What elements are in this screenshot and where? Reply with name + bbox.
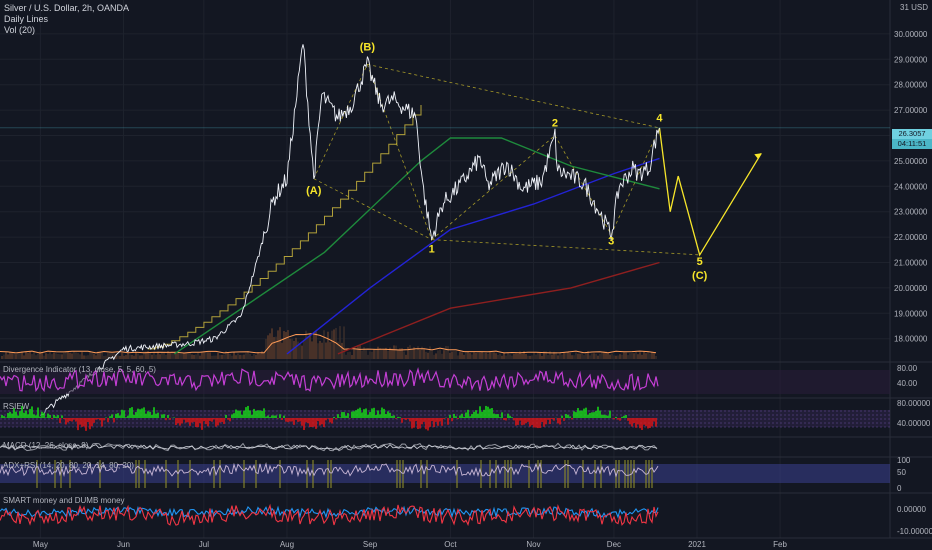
divergence-pane-title[interactable]: Divergence Indicator (13, close, 5, 5, 6… [3,365,156,374]
y-tick-label: 19.00000 [894,309,928,318]
wave-label: 3 [608,236,614,248]
ma-line-red [337,261,660,355]
indicator-panes [0,366,890,527]
volume-bars [0,326,657,359]
wave-projection [313,63,762,257]
wave-label: (B) [360,41,376,53]
y-tick-label: 30.00000 [894,30,928,39]
study-daily-lines[interactable]: Daily Lines [4,14,49,24]
indicator-tick-label: 40.00000 [897,419,931,428]
y-tick-label: 24.00000 [894,182,928,191]
x-tick-label: Oct [444,540,457,549]
wave-label: 1 [429,243,435,255]
projection-line [658,127,762,257]
y-tick-label: 22.00000 [894,233,928,242]
wave-label: (C) [692,270,708,282]
price-line [40,44,660,416]
wave-label: (A) [306,185,322,197]
y-tick-label: 25.00000 [894,157,928,166]
x-tick-label: May [33,540,48,549]
indicator-tick-label: -10.00000 [897,527,932,536]
price-series [0,44,890,416]
currency-label: 31 USD [900,3,929,12]
moving-averages [147,105,660,355]
indicator-tick-label: 50 [897,468,906,477]
adxrsi-pane-title[interactable]: ADX+RSI (14, 20, 80, 20, 14, 80, 20) [3,461,134,470]
y-tick-label: 21.00000 [894,259,928,268]
y-tick-label: 27.00000 [894,106,928,115]
x-tick-label: 2021 [688,540,706,549]
wave-labels: (A) (B) 1 2 3 4 5 (C) [306,41,708,282]
ma-line-green [174,137,660,355]
last-price-tag: 26.3057 [892,129,932,139]
wave-label: 5 [697,256,703,268]
rsiew-pane-title[interactable]: RSIEW [3,402,30,411]
study-volume[interactable]: Vol (20) [4,25,36,35]
x-tick-label: Aug [280,540,294,549]
y-tick-label: 18.00000 [894,335,928,344]
indicator-tick-label: 80.00 [897,364,918,373]
symbol-title[interactable]: Silver / U.S. Dollar, 2h, OANDA [4,3,130,13]
indicator-tick-label: 0.00000 [897,505,926,514]
x-tick-label: Sep [363,540,378,549]
x-tick-label: Nov [526,540,540,549]
smart-money-pane-title[interactable]: SMART money and DUMB money [3,496,125,505]
ma-line-blue [286,157,660,355]
x-tick-label: Dec [607,540,621,549]
wave-label: 2 [552,118,558,130]
axes: 30.0000029.0000028.0000027.0000026.00000… [33,30,932,549]
y-tick-label: 20.00000 [894,284,928,293]
y-tick-label: 28.00000 [894,81,928,90]
y-tick-label: 23.00000 [894,208,928,217]
countdown-tag: 04:11:51 [892,139,932,149]
x-tick-label: Jun [117,540,130,549]
indicator-tick-label: 0 [897,484,902,493]
indicator-tick-label: 80.00000 [897,399,931,408]
y-tick-label: 29.00000 [894,55,928,64]
indicator-tick-label: 100 [897,456,911,465]
wave-label: 4 [656,113,663,125]
x-tick-label: Jul [199,540,209,549]
indicator-tick-label: 40.00 [897,379,918,388]
macd-pane-title[interactable]: MACD (12, 26, close, 9) [3,441,89,450]
x-tick-label: Feb [773,540,787,549]
